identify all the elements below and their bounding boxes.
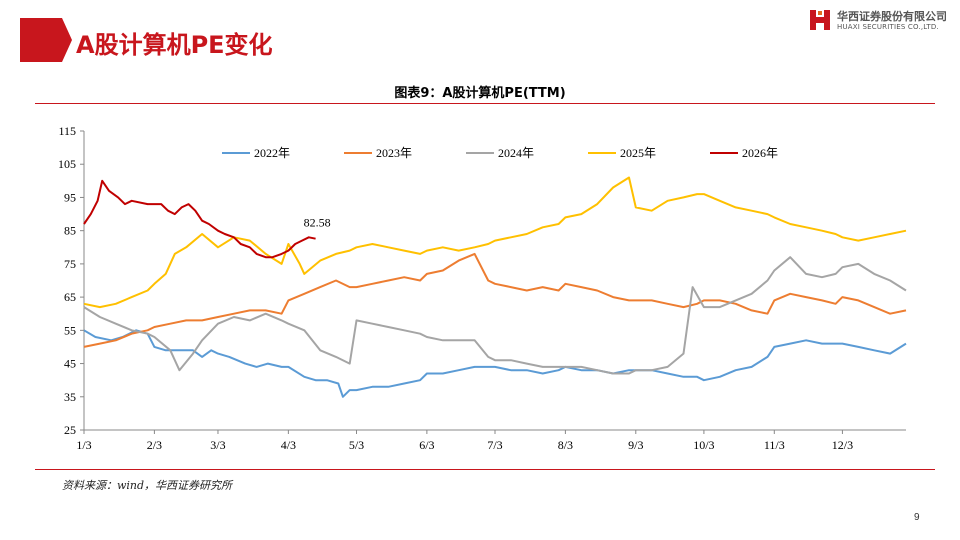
y-tick-label: 45: [64, 357, 76, 371]
chart-annotations: 82.58: [304, 216, 331, 230]
y-tick-label: 65: [64, 290, 76, 304]
page-title: A股计算机PE变化: [76, 31, 273, 59]
series-line: [83, 176, 907, 309]
x-tick-label: 8/3: [558, 438, 573, 452]
legend-label: 2023年: [376, 146, 412, 160]
y-tick-label: 75: [64, 257, 76, 271]
chart-series: [83, 176, 907, 398]
legend-label: 2026年: [742, 146, 778, 160]
source-note: 资料来源：wind，华西证券研究所: [62, 479, 233, 492]
logo-name-en: HUAXI SECURITIES CO.,LTD.: [837, 23, 939, 31]
x-tick-label: 11/3: [764, 438, 785, 452]
x-tick-label: 6/3: [419, 438, 434, 452]
y-tick-label: 105: [58, 157, 76, 171]
x-tick-label: 5/3: [349, 438, 364, 452]
x-tick-label: 10/3: [693, 438, 714, 452]
legend-label: 2025年: [620, 146, 656, 160]
series-line: [83, 252, 907, 348]
y-tick-label: 25: [64, 423, 76, 437]
x-tick-label: 9/3: [628, 438, 643, 452]
page-number: 9: [914, 512, 920, 523]
x-tick-label: 2/3: [147, 438, 162, 452]
x-tick-label: 7/3: [487, 438, 502, 452]
logo-mark-icon: [810, 10, 830, 30]
data-label: 82.58: [304, 216, 331, 230]
top-divider: [35, 103, 935, 104]
chart-title: 图表9：A股计算机PE(TTM): [394, 86, 566, 101]
chart-legend: 2022年 2023年 2024年 2025年 2026年: [222, 146, 778, 160]
y-tick-label: 115: [58, 124, 76, 138]
y-tick-label: 55: [64, 323, 76, 337]
x-tick-label: 12/3: [832, 438, 853, 452]
series-line: [83, 329, 907, 398]
y-tick-label: 95: [64, 190, 76, 204]
x-tick-label: 3/3: [210, 438, 225, 452]
x-tick-label: 1/3: [76, 438, 91, 452]
title-accent-bar: [20, 18, 72, 62]
logo-name-cn: 华西证券股份有限公司: [837, 10, 947, 23]
series-line: [83, 256, 907, 375]
series-line: [83, 179, 316, 259]
y-tick-label: 85: [64, 224, 76, 238]
chart-axes: 25 35 45 55 65 75 85 95 105 115 1/3 2/3 3/3 4/3 5/3 6/3…: [58, 124, 906, 452]
company-logo: 华西证券股份有限公司 HUAXI SECURITIES CO.,LTD.: [808, 7, 952, 35]
legend-label: 2024年: [498, 146, 534, 160]
bottom-divider: [35, 469, 935, 470]
y-tick-label: 35: [64, 390, 76, 404]
x-tick-label: 4/3: [281, 438, 296, 452]
legend-label: 2022年: [254, 146, 290, 160]
